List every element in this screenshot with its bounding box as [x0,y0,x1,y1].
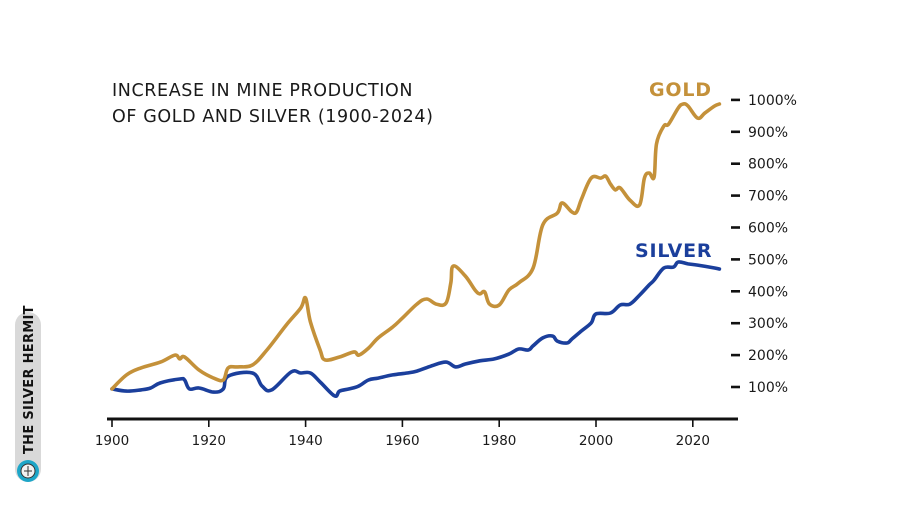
x-tick-label: 2020 [676,433,710,449]
gold-series-label: GOLD [649,79,712,101]
y-tick-label: 200% [748,348,788,364]
silver-series-label: SILVER [635,240,712,262]
x-tick-label: 1940 [288,433,322,449]
x-tick-label: 1980 [482,433,516,449]
y-tick-label: 100% [748,380,788,396]
x-tick-label: 1900 [95,433,129,449]
gold-series-line [110,102,722,391]
x-tick-label: 2000 [579,433,613,449]
y-tick-label: 400% [748,284,788,300]
x-tick-label: 1960 [385,433,419,449]
chart-subtitle: OF GOLD AND SILVER (1900-2024) [112,107,434,127]
y-tick-label: 1000% [748,93,797,109]
y-tick-label: 800% [748,157,788,173]
series-layer [110,102,722,398]
x-axis: 1900 1920 1940 1960 1980 2000 2020 [95,417,738,449]
chart-title: INCREASE IN MINE PRODUCTION [112,81,413,101]
brand-name: THE SILVER HERMIT [22,305,37,454]
y-tick-label: 700% [748,189,788,205]
y-tick-label: 600% [748,221,788,237]
y-tick-label: 500% [748,252,788,268]
y-tick-label: 900% [748,125,788,141]
brand-badge: THE SILVER HERMIT [15,305,41,482]
brand-pill [15,312,41,482]
y-axis: 100% 200% 300% 400% 500% 600% 700% 800% 900% 1000… [731,93,797,396]
y-tick-label: 300% [748,316,788,332]
x-tick-label: 1920 [192,433,226,449]
silver-series-line [110,260,722,398]
